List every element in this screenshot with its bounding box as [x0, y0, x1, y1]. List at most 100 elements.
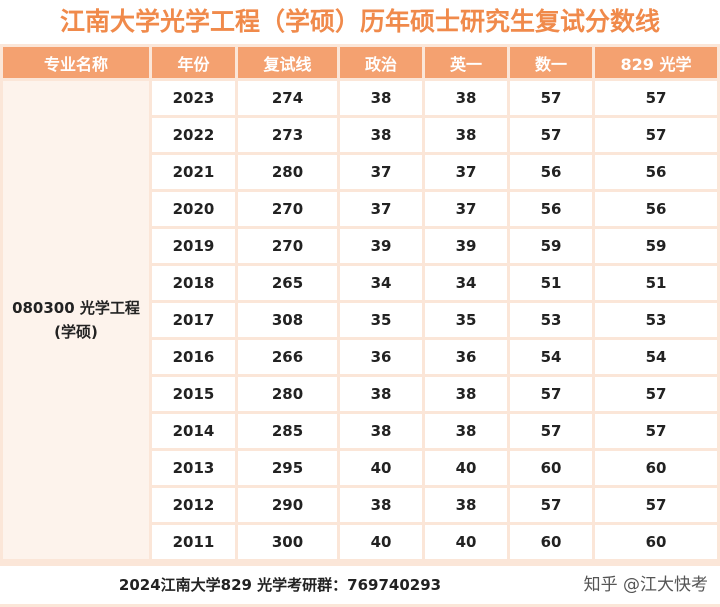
table-cell: 39: [425, 229, 507, 263]
header-cell: 年份: [152, 47, 235, 78]
table-row: 2015 280 38 38 57 57: [3, 377, 717, 411]
table-cell: 59: [595, 229, 717, 263]
table-cell: 38: [425, 414, 507, 448]
table-cell: 2016: [152, 340, 235, 374]
table-cell: 36: [425, 340, 507, 374]
table-cell: 34: [340, 266, 422, 300]
table-cell: 57: [510, 414, 592, 448]
major-cell: 080300 光学工程 (学硕): [3, 81, 149, 559]
table-cell: 37: [340, 192, 422, 226]
table-cell: 300: [238, 525, 337, 559]
table-cell: 38: [340, 81, 422, 115]
table-cell: 56: [510, 192, 592, 226]
table-cell: 57: [595, 414, 717, 448]
footer: 2024江南大学829 光学考研群：769740293 知乎 @江大快考: [0, 566, 720, 604]
table-cell: 37: [425, 192, 507, 226]
header-cell: 专业名称: [3, 47, 149, 78]
header-cell: 数一: [510, 47, 592, 78]
table-cell: 38: [425, 118, 507, 152]
table-cell: 53: [510, 303, 592, 337]
table-cell: 57: [510, 488, 592, 522]
table-cell: 308: [238, 303, 337, 337]
table-cell: 265: [238, 266, 337, 300]
table-cell: 39: [340, 229, 422, 263]
table-cell: 57: [595, 118, 717, 152]
header-row: 专业名称 年份 复试线 政治 英一 数一 829 光学: [3, 47, 717, 78]
table-row: 2019 270 39 39 59 59: [3, 229, 717, 263]
table-cell: 270: [238, 192, 337, 226]
header-cell: 829 光学: [595, 47, 717, 78]
table-cell: 285: [238, 414, 337, 448]
table-cell: 2011: [152, 525, 235, 559]
table-cell: 273: [238, 118, 337, 152]
table-cell: 38: [340, 118, 422, 152]
header-cell: 复试线: [238, 47, 337, 78]
table-cell: 57: [595, 377, 717, 411]
header-cell: 政治: [340, 47, 422, 78]
table-cell: 56: [595, 192, 717, 226]
title: 江南大学光学工程（学硕）历年硕士研究生复试分数线: [0, 0, 720, 44]
table-cell: 2019: [152, 229, 235, 263]
table-row: 2017 308 35 35 53 53: [3, 303, 717, 337]
table-row: 2014 285 38 38 57 57: [3, 414, 717, 448]
table-cell: 2022: [152, 118, 235, 152]
table-cell: 59: [510, 229, 592, 263]
table-cell: 57: [510, 377, 592, 411]
table-row: 2012 290 38 38 57 57: [3, 488, 717, 522]
table-cell: 38: [425, 81, 507, 115]
table-row: 2013 295 40 40 60 60: [3, 451, 717, 485]
table-cell: 2013: [152, 451, 235, 485]
table-cell: 38: [425, 377, 507, 411]
table-cell: 60: [595, 451, 717, 485]
table-body: 080300 光学工程 (学硕) 2023 274 38 38 57 57 2022 273 38 3…: [3, 81, 717, 559]
table-cell: 34: [425, 266, 507, 300]
table-cell: 57: [595, 81, 717, 115]
table-cell: 37: [340, 155, 422, 189]
table-cell: 35: [425, 303, 507, 337]
table-cell: 2017: [152, 303, 235, 337]
table-cell: 274: [238, 81, 337, 115]
table-cell: 38: [340, 414, 422, 448]
table-cell: 54: [595, 340, 717, 374]
table-cell: 60: [510, 451, 592, 485]
table-cell: 266: [238, 340, 337, 374]
table-cell: 280: [238, 155, 337, 189]
table-cell: 295: [238, 451, 337, 485]
table-cell: 2018: [152, 266, 235, 300]
footer-note: 2024江南大学829 光学考研群：769740293: [118, 576, 442, 594]
table-cell: 57: [510, 81, 592, 115]
table-cell: 37: [425, 155, 507, 189]
header-cell: 英一: [425, 47, 507, 78]
table-cell: 290: [238, 488, 337, 522]
score-table: 专业名称 年份 复试线 政治 英一 数一 829 光学 080300 光学工程 (学硕) 202…: [0, 44, 720, 562]
table-cell: 2014: [152, 414, 235, 448]
table-row: 2020 270 37 37 56 56: [3, 192, 717, 226]
table-cell: 36: [340, 340, 422, 374]
table-row: 080300 光学工程 (学硕) 2023 274 38 38 57 57: [3, 81, 717, 559]
table-cell: 53: [595, 303, 717, 337]
table-cell: 40: [425, 451, 507, 485]
table-cell: 56: [510, 155, 592, 189]
table-cell: 280: [238, 377, 337, 411]
credit: 知乎 @江大快考: [583, 575, 708, 595]
table-cell: 38: [340, 488, 422, 522]
table-row: 2018 265 34 34 51 51: [3, 266, 717, 300]
table-cell: 38: [425, 488, 507, 522]
table-cell: 51: [510, 266, 592, 300]
table-cell: 56: [595, 155, 717, 189]
table-cell: 57: [595, 488, 717, 522]
table-row: 2011 300 40 40 60 60: [3, 525, 717, 559]
table-cell: 38: [340, 377, 422, 411]
table-cell: 40: [340, 525, 422, 559]
table-cell: 2012: [152, 488, 235, 522]
table-cell: 35: [340, 303, 422, 337]
table-cell: 270: [238, 229, 337, 263]
table-cell: 60: [595, 525, 717, 559]
table-cell: 2020: [152, 192, 235, 226]
table-cell: 54: [510, 340, 592, 374]
table-cell: 2021: [152, 155, 235, 189]
table-cell: 40: [425, 525, 507, 559]
table-cell: 57: [510, 118, 592, 152]
table-row: 2022 273 38 38 57 57: [3, 118, 717, 152]
